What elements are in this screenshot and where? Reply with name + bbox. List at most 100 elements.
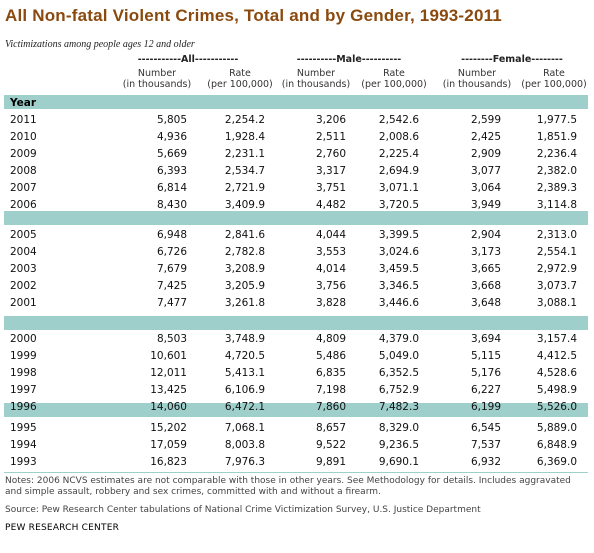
table-cell: 2,782.8 xyxy=(224,246,265,258)
table-cell: 3,949 xyxy=(470,199,501,211)
table-cell: 3,071.1 xyxy=(378,182,419,194)
table-cell: 2,313.0 xyxy=(536,229,577,241)
table-cell: 6,352.5 xyxy=(378,367,419,379)
table-cell: 5,176 xyxy=(470,367,501,379)
table-cell: 4,720.5 xyxy=(224,350,265,362)
row-year: 1996 xyxy=(10,401,37,413)
table-cell: 3,205.9 xyxy=(224,280,265,292)
table-cell: 3,077 xyxy=(470,165,501,177)
table-cell: 3,446.6 xyxy=(378,297,419,309)
table-row: 1998 12,011 5,413.1 6,835 6,352.5 5,176 4,528.… xyxy=(4,365,588,382)
table-cell: 7,198 xyxy=(315,384,346,396)
table-row: 1999 10,601 4,720.5 5,486 5,049.0 5,115 4,412.… xyxy=(4,348,588,365)
table-row: 2010 4,936 1,928.4 2,511 2,008.6 2,425 1,851.9 xyxy=(4,129,588,146)
table-cell: 2,008.6 xyxy=(378,131,419,143)
table-cell: 8,003.8 xyxy=(224,439,265,451)
table-cell: 2,254.2 xyxy=(224,114,265,126)
table-cell: 3,409.9 xyxy=(224,199,265,211)
table-cell: 5,669 xyxy=(156,148,187,160)
table-cell: 3,024.6 xyxy=(378,246,419,258)
table-row: 2001 7,477 3,261.8 3,828 3,446.6 3,648 3,088.1 xyxy=(4,295,588,312)
table-cell: 7,482.3 xyxy=(378,401,419,413)
table-cell: 2,382.0 xyxy=(536,165,577,177)
table-cell: 4,379.0 xyxy=(378,333,419,345)
year-header-band xyxy=(4,95,588,109)
table-cell: 5,049.0 xyxy=(378,350,419,362)
table-cell: 17,059 xyxy=(150,439,187,451)
table-cell: 15,202 xyxy=(150,422,187,434)
table-cell: 3,073.7 xyxy=(536,280,577,292)
group-header-female: --------Female-------- xyxy=(461,54,563,65)
table-cell: 4,936 xyxy=(156,131,187,143)
table-cell: 2,972.9 xyxy=(536,263,577,275)
table-cell: 3,064 xyxy=(470,182,501,194)
table-cell: 8,329.0 xyxy=(378,422,419,434)
table-cell: 3,157.4 xyxy=(536,333,577,345)
table-cell: 5,526.0 xyxy=(536,401,577,413)
table-cell: 2,721.9 xyxy=(224,182,265,194)
table-cell: 6,369.0 xyxy=(536,456,577,468)
col-header-all-rate: Rate (per 100,000) xyxy=(207,68,273,90)
table-cell: 3,173 xyxy=(470,246,501,258)
row-year: 2001 xyxy=(10,297,37,309)
table-cell: 5,889.0 xyxy=(536,422,577,434)
table-cell: 5,413.1 xyxy=(224,367,265,379)
table-row: 2005 6,948 2,841.6 4,044 3,399.5 2,904 2,313.0 xyxy=(4,227,588,244)
col-header-female-rate: Rate (per 100,000) xyxy=(521,68,587,90)
table-cell: 3,694 xyxy=(470,333,501,345)
table-cell: 3,756 xyxy=(315,280,346,292)
col-header-male-number: Number (in thousands) xyxy=(281,68,351,90)
table-cell: 3,114.8 xyxy=(536,199,577,211)
table-cell: 2,236.4 xyxy=(536,148,577,160)
table-cell: 2,511 xyxy=(315,131,346,143)
row-year: 1995 xyxy=(10,422,37,434)
table-cell: 10,601 xyxy=(150,350,187,362)
table-cell: 7,679 xyxy=(156,263,187,275)
table-cell: 9,236.5 xyxy=(378,439,419,451)
table-cell: 1,977.5 xyxy=(536,114,577,126)
table-cell: 8,657 xyxy=(315,422,346,434)
table-source: Source: Pew Research Center tabulations … xyxy=(5,505,481,515)
table-cell: 2,599 xyxy=(470,114,501,126)
table-cell: 3,648 xyxy=(470,297,501,309)
table-cell: 2,231.1 xyxy=(224,148,265,160)
table-cell: 2,554.1 xyxy=(536,246,577,258)
table-cell: 2,694.9 xyxy=(378,165,419,177)
table-row: 1995 15,202 7,068.1 8,657 8,329.0 6,545 5,889.… xyxy=(4,420,588,437)
row-year: 2004 xyxy=(10,246,37,258)
table-cell: 3,751 xyxy=(315,182,346,194)
table-cell: 6,848.9 xyxy=(536,439,577,451)
table-cell: 3,828 xyxy=(315,297,346,309)
organization-credit: PEW RESEARCH CENTER xyxy=(5,523,120,533)
table-row: 2009 5,669 2,231.1 2,760 2,225.4 2,909 2,236.4 xyxy=(4,146,588,163)
table-cell: 6,814 xyxy=(156,182,187,194)
table-row: 2002 7,425 3,205.9 3,756 3,346.5 3,668 3,073.7 xyxy=(4,278,588,295)
row-year: 1998 xyxy=(10,367,37,379)
table-cell: 2,904 xyxy=(470,229,501,241)
table-cell: 6,726 xyxy=(156,246,187,258)
row-year: 2009 xyxy=(10,148,37,160)
table-cell: 3,208.9 xyxy=(224,263,265,275)
table-cell: 5,498.9 xyxy=(536,384,577,396)
row-year: 2003 xyxy=(10,263,37,275)
row-year: 1997 xyxy=(10,384,37,396)
row-year: 1994 xyxy=(10,439,37,451)
table-row: 2000 8,503 3,748.9 4,809 4,379.0 3,694 3,157.4 xyxy=(4,331,588,348)
table-cell: 2,389.3 xyxy=(536,182,577,194)
table-cell: 6,472.1 xyxy=(224,401,265,413)
table-cell: 4,809 xyxy=(315,333,346,345)
table-cell: 6,948 xyxy=(156,229,187,241)
table-cell: 2,760 xyxy=(315,148,346,160)
col-header-all-number: Number (in thousands) xyxy=(122,68,192,90)
table-cell: 9,522 xyxy=(315,439,346,451)
table-cell: 3,665 xyxy=(470,263,501,275)
group-header-male: ----------Male---------- xyxy=(296,54,402,65)
table-row: 1993 16,823 7,976.3 9,891 9,690.1 6,932 6,369.… xyxy=(4,454,588,471)
row-year: 2008 xyxy=(10,165,37,177)
table-bottom-rule xyxy=(4,472,588,473)
table-row: 1994 17,059 8,003.8 9,522 9,236.5 7,537 6,848.… xyxy=(4,437,588,454)
table-cell: 4,528.6 xyxy=(536,367,577,379)
table-cell: 3,720.5 xyxy=(378,199,419,211)
table-cell: 1,851.9 xyxy=(536,131,577,143)
